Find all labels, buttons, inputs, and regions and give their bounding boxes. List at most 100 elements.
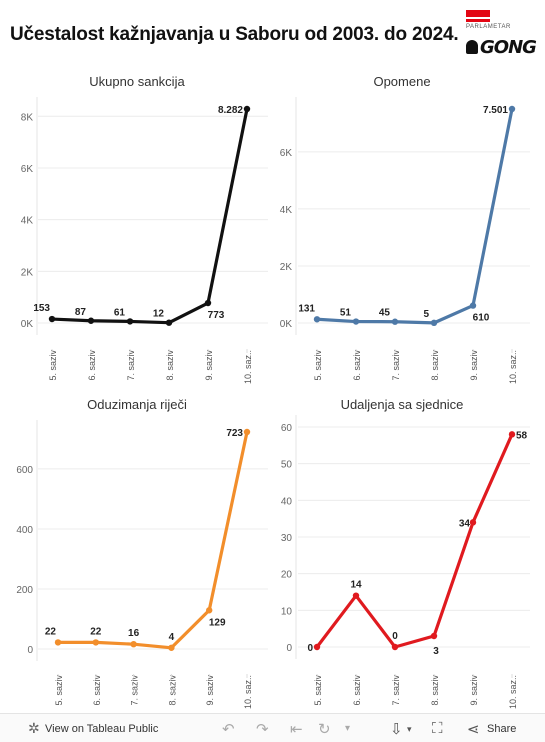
- data-label: 7.501: [483, 105, 508, 116]
- data-point: [204, 299, 212, 307]
- data-point: [469, 302, 477, 309]
- microphone-icon: [466, 40, 478, 54]
- data-point: [206, 607, 213, 614]
- data-point: [352, 592, 360, 599]
- view-on-tableau-link[interactable]: View on Tableau Public: [45, 723, 159, 735]
- data-label: 16: [128, 628, 140, 639]
- x-tick-label: 10. saz..: [508, 350, 518, 384]
- y-tick-label: 4K: [21, 216, 34, 227]
- series-line: [56, 430, 249, 650]
- data-label: 61: [114, 307, 126, 318]
- data-label: 14: [350, 580, 362, 591]
- x-tick-label: 9. saziv: [204, 350, 214, 381]
- x-tick-label: 6. saziv: [352, 350, 362, 381]
- data-label: 8.282: [218, 105, 243, 116]
- x-tick-label: 8. saziv: [430, 350, 440, 381]
- logo-top-text: PARLAMETAR: [466, 24, 511, 30]
- download-chevron-icon[interactable]: ▾: [407, 724, 412, 734]
- data-label: 131: [298, 303, 315, 314]
- x-tick-label: 10. saz..: [243, 350, 253, 384]
- series-line: [50, 107, 249, 325]
- x-tick-label: 10. saz..: [243, 675, 253, 709]
- data-point: [243, 105, 251, 113]
- data-point: [430, 632, 438, 640]
- data-point: [165, 319, 173, 326]
- y-tick-label: 6K: [21, 164, 34, 175]
- gong-logo: PARLAMETAR GONG: [462, 10, 537, 60]
- x-tick-label: 7. saziv: [126, 350, 136, 381]
- logo-brand: GONG: [480, 37, 537, 58]
- data-label: 22: [90, 626, 102, 637]
- data-label: 0: [392, 631, 398, 642]
- data-label: 723: [226, 428, 243, 439]
- data-label: 0: [307, 643, 313, 654]
- page-title: Učestalost kažnjavanja u Saboru od 2003.…: [10, 24, 459, 45]
- series-line: [315, 432, 514, 649]
- data-point: [168, 644, 175, 651]
- y-tick-label: 2K: [280, 262, 293, 273]
- data-point: [243, 428, 251, 436]
- data-label: 773: [208, 310, 225, 321]
- fullscreen-icon[interactable]: ⛶: [432, 720, 443, 737]
- data-label: 12: [153, 309, 165, 320]
- y-tick-label: 0K: [21, 319, 34, 330]
- y-tick-label: 2K: [21, 267, 34, 278]
- data-label: 22: [45, 626, 57, 637]
- data-point: [391, 643, 399, 651]
- y-tick-label: 50: [281, 460, 293, 471]
- undo-icon[interactable]: ↶: [222, 721, 235, 738]
- chart-title: Opomene: [373, 74, 430, 89]
- data-point: [48, 315, 56, 323]
- data-point: [130, 640, 137, 648]
- y-tick-label: 600: [16, 465, 33, 476]
- chevron-down-icon[interactable]: ▾: [345, 723, 351, 734]
- data-label: 34: [459, 518, 471, 529]
- data-label: 51: [340, 308, 352, 319]
- data-point: [313, 316, 321, 323]
- x-tick-label: 8. saziv: [167, 675, 177, 706]
- data-label: 45: [379, 308, 391, 319]
- data-label: 5: [423, 309, 429, 320]
- x-tick-label: 9. saziv: [469, 350, 479, 381]
- x-tick-label: 5. saziv: [54, 675, 64, 706]
- data-point: [92, 639, 100, 646]
- revert-icon[interactable]: ⇤: [290, 721, 303, 738]
- data-point: [430, 319, 438, 327]
- chart-title: Ukupno sankcija: [89, 74, 185, 89]
- y-tick-label: 8K: [21, 112, 34, 123]
- data-point: [469, 519, 477, 526]
- data-point: [508, 431, 516, 438]
- refresh-icon[interactable]: ↻: [318, 721, 331, 738]
- x-tick-label: 9. saziv: [469, 675, 479, 706]
- x-tick-label: 7. saziv: [391, 675, 401, 706]
- share-button[interactable]: Share: [487, 723, 517, 735]
- data-label: 58: [516, 430, 528, 441]
- x-tick-label: 6. saziv: [92, 675, 102, 706]
- data-point: [508, 105, 516, 113]
- x-tick-label: 8. saziv: [165, 350, 175, 381]
- download-icon[interactable]: ⇩: [390, 721, 403, 738]
- y-tick-label: 4K: [280, 205, 293, 216]
- x-tick-label: 9. saziv: [205, 675, 215, 706]
- data-label: 153: [33, 303, 50, 314]
- share-icon[interactable]: ⋖: [467, 721, 480, 738]
- chart-title: Udaljenja sa sjednice: [341, 397, 464, 412]
- redo-icon[interactable]: ↷: [256, 721, 269, 738]
- data-label: 610: [473, 313, 490, 324]
- y-tick-label: 6K: [280, 148, 293, 159]
- data-label: 87: [75, 307, 87, 318]
- x-tick-label: 5. saziv: [313, 675, 323, 706]
- x-tick-label: 5. saziv: [313, 350, 323, 381]
- data-label: 3: [433, 646, 439, 657]
- tableau-toolbar: ✲ View on Tableau Public ↶ ↷ ⇤ ↻ ▾ ⇩ ▾ ⛶…: [0, 713, 545, 742]
- x-tick-label: 6. saziv: [352, 675, 362, 706]
- y-tick-label: 20: [281, 570, 293, 581]
- y-tick-label: 0K: [280, 319, 293, 330]
- y-tick-label: 30: [281, 533, 293, 544]
- x-tick-label: 7. saziv: [130, 675, 140, 706]
- x-tick-label: 7. saziv: [391, 350, 401, 381]
- tableau-logo-icon[interactable]: ✲: [28, 720, 40, 736]
- x-tick-label: 6. saziv: [87, 350, 97, 381]
- data-point: [391, 318, 399, 325]
- data-label: 129: [209, 617, 226, 628]
